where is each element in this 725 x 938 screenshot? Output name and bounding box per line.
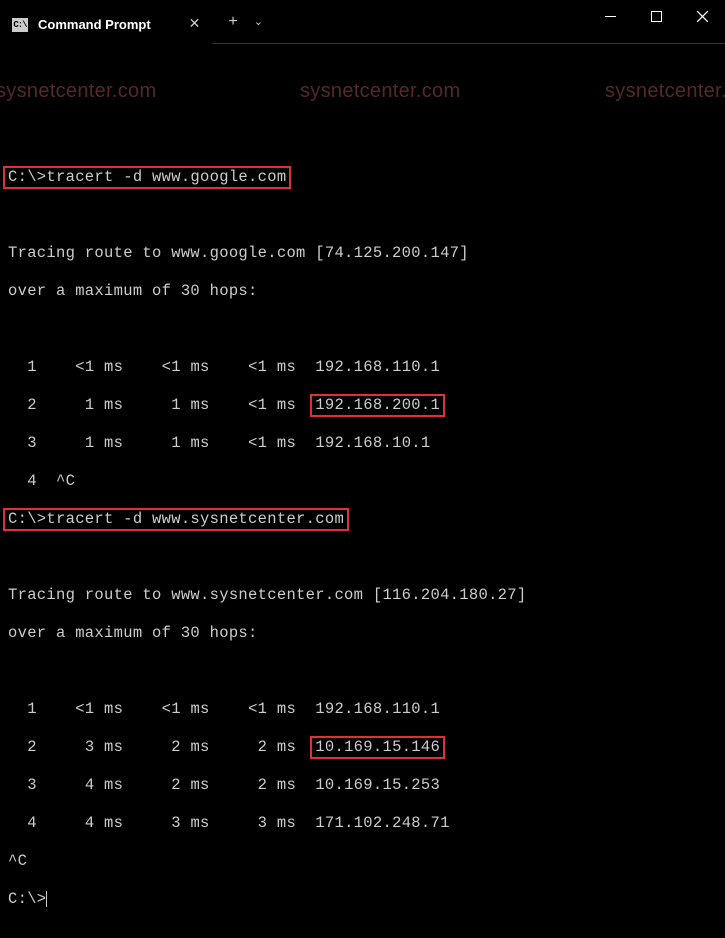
max-hops-2: over a maximum of 30 hops: <box>8 624 717 643</box>
trace1-row-4: 4 ^C <box>8 472 717 491</box>
titlebar: C:\ Command Prompt ✕ + ⌄ <box>0 0 725 44</box>
trace-header-2: Tracing route to www.sysnetcenter.com [1… <box>8 586 717 605</box>
cursor-icon <box>46 891 47 907</box>
new-tab-button[interactable]: + <box>228 13 237 31</box>
terminal-output[interactable]: sysnetcenter.com sysnetcenter.com sysnet… <box>0 44 725 938</box>
close-tab-icon[interactable]: ✕ <box>189 16 201 33</box>
prompt-current[interactable]: C:\> <box>8 890 717 909</box>
watermark-text: sysnetcenter.com <box>300 82 460 101</box>
window-controls <box>587 0 725 40</box>
trace2-row-2: 2 3 ms 2 ms 2 ms 10.169.15.146 <box>8 738 717 757</box>
command-line-1: C:\>tracert -d www.google.com <box>8 168 717 187</box>
trace2-row-4: 4 4 ms 3 ms 3 ms 171.102.248.71 <box>8 814 717 833</box>
cmd-icon: C:\ <box>12 18 28 32</box>
trace-header-1: Tracing route to www.google.com [74.125.… <box>8 244 717 263</box>
trace2-row-1: 1 <1 ms <1 ms <1 ms 192.168.110.1 <box>8 700 717 719</box>
watermark-text: sysnetcenter.com <box>605 82 725 101</box>
tab-dropdown-icon[interactable]: ⌄ <box>254 15 263 29</box>
command-line-2: C:\>tracert -d www.sysnetcenter.com <box>8 510 717 529</box>
trace1-row-1: 1 <1 ms <1 ms <1 ms 192.168.110.1 <box>8 358 717 377</box>
tab-command-prompt[interactable]: C:\ Command Prompt ✕ <box>0 6 212 44</box>
break-signal: ^C <box>8 852 717 871</box>
minimize-button[interactable] <box>587 0 633 32</box>
maximize-button[interactable] <box>633 0 679 32</box>
close-button[interactable] <box>679 0 725 32</box>
watermark-text: sysnetcenter.com <box>0 82 156 101</box>
trace1-row-3: 3 1 ms 1 ms <1 ms 192.168.10.1 <box>8 434 717 453</box>
tab-title: Command Prompt <box>38 17 151 32</box>
trace2-row-3: 3 4 ms 2 ms 2 ms 10.169.15.253 <box>8 776 717 795</box>
max-hops-1: over a maximum of 30 hops: <box>8 282 717 301</box>
trace1-row-2: 2 1 ms 1 ms <1 ms 192.168.200.1 <box>8 396 717 415</box>
